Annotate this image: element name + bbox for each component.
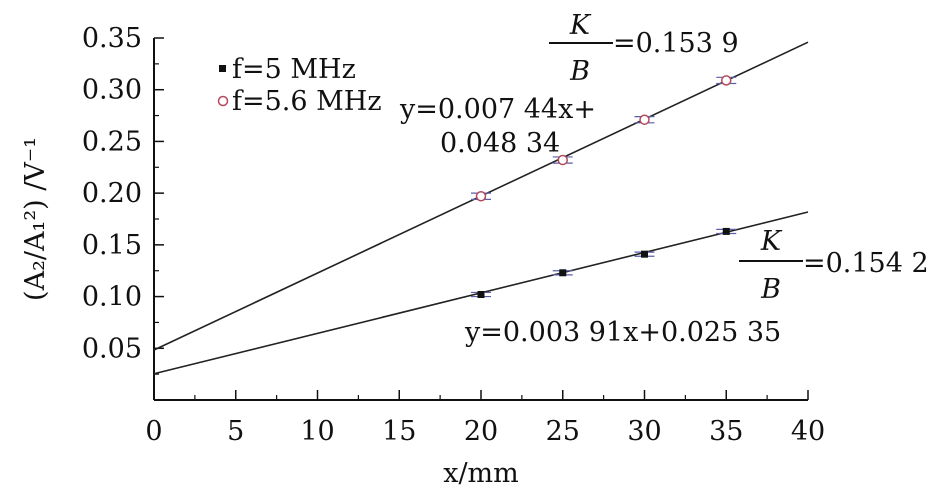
y-ticks: 0.05 0.10 0.15 0.20 0.25 0.30 0.35	[82, 23, 164, 375]
x-tick-label: 30	[627, 416, 661, 447]
data-point-series-2	[639, 114, 650, 125]
legend-marker-series-1	[219, 65, 226, 72]
y-tick-label: 0.30	[82, 75, 142, 106]
x-tick-label: 5	[227, 416, 244, 447]
data-point-series-1	[477, 291, 485, 299]
ratio-numerator-series-2: K	[569, 10, 592, 41]
data-point-series-1	[641, 250, 648, 258]
x-tick-label: 20	[464, 416, 498, 447]
data-points	[471, 75, 737, 299]
fit-equation-series-1: y=0.003 91x+0.025 35	[464, 317, 781, 348]
x-axis-label: x/mm	[443, 458, 519, 489]
axis-labels: x/mm (A₂/A₁²) /V⁻¹	[20, 137, 519, 489]
y-axis-label: (A₂/A₁²) /V⁻¹	[20, 137, 51, 301]
ratio-denominator-series-1: B	[760, 274, 781, 305]
x-tick-label: 40	[791, 416, 825, 447]
fit-equation-series-2-line1: y=0.007 44x+	[399, 94, 596, 125]
x-tick-label: 0	[145, 416, 162, 447]
y-tick-label: 0.20	[82, 178, 142, 209]
ratio-numerator-series-1: K	[760, 226, 783, 257]
y-tick-label: 0.05	[82, 333, 142, 364]
data-point-series-2	[475, 190, 487, 202]
x-tick-label: 15	[382, 416, 416, 447]
y-tick-label: 0.25	[82, 126, 142, 157]
y-tick-label: 0.10	[82, 282, 142, 313]
ratio-value-series-2: =0.153 9	[613, 28, 739, 59]
data-point-series-2	[557, 154, 568, 166]
x-tick-label: 35	[709, 416, 743, 447]
x-ticks: 0 5 10 15 20 25 30 35 40	[145, 390, 825, 447]
ratio-denominator-series-2: B	[569, 56, 590, 87]
data-point-series-1	[722, 227, 730, 235]
data-point-series-2	[721, 75, 732, 86]
x-tick-label: 25	[546, 416, 580, 447]
legend-marker-series-2	[217, 95, 229, 107]
y-tick-label: 0.15	[82, 230, 142, 261]
fit-equation-series-2-line2: 0.048 34	[440, 128, 560, 159]
legend-label-series-1: f=5 MHz	[232, 54, 356, 85]
legend-label-series-2: f=5.6 MHz	[232, 86, 382, 117]
ratio-value-series-1: =0.154 2	[803, 248, 929, 279]
x-tick-label: 10	[300, 416, 334, 447]
data-point-series-1	[559, 269, 567, 277]
y-tick-label: 0.35	[82, 23, 142, 54]
